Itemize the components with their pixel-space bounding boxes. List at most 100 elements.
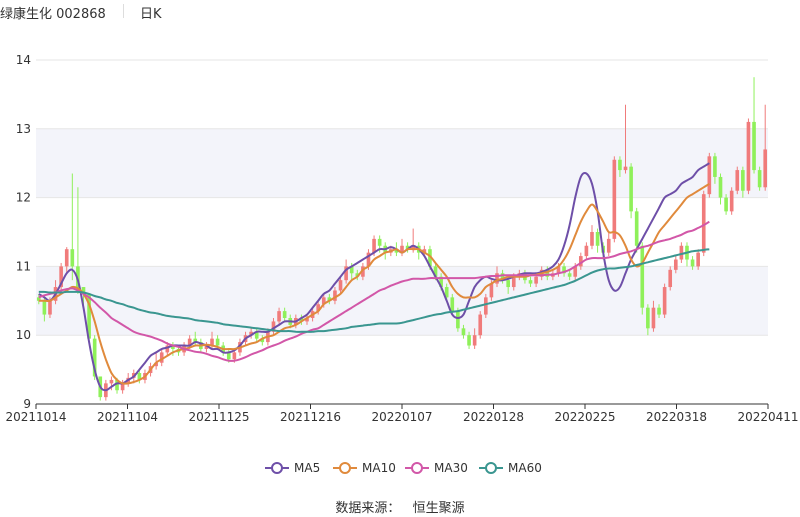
candle-body — [282, 311, 287, 318]
candle-body — [461, 328, 466, 336]
candle-body — [746, 121, 751, 191]
candle-body — [713, 156, 717, 177]
candle-body — [154, 362, 158, 367]
legend-label: MA5 — [294, 461, 321, 475]
candle-body — [277, 311, 281, 322]
candle-body — [355, 273, 360, 277]
candle-body — [327, 297, 332, 301]
candle-body — [651, 307, 656, 329]
x-tick-label: 20211104 — [97, 410, 158, 424]
y-tick-label: 11 — [16, 259, 31, 273]
candle-body — [254, 331, 259, 339]
stock-title: 绿康生化 002868 — [0, 7, 106, 22]
candle-body — [696, 252, 700, 267]
candle-body — [165, 345, 170, 353]
x-tick-label: 20220318 — [646, 410, 707, 424]
y-tick-label: 10 — [16, 328, 31, 342]
candle-body — [439, 276, 443, 288]
grid-band — [36, 266, 768, 336]
candle-body — [606, 238, 611, 253]
candle-body — [584, 245, 589, 257]
legend-marker-icon — [479, 462, 503, 474]
legend-marker-icon — [265, 462, 289, 474]
series-line-ma30 — [38, 220, 710, 362]
candle-body — [271, 321, 276, 332]
candle-body — [718, 176, 723, 198]
candle-body — [226, 352, 231, 360]
candle-body — [428, 249, 432, 267]
candle-body — [562, 266, 566, 274]
candle-body — [629, 166, 633, 212]
candle-body — [567, 273, 572, 277]
candle-body — [171, 345, 175, 349]
candle-body — [590, 232, 594, 246]
legend-marker-icon — [405, 462, 429, 474]
candle-body — [707, 156, 712, 195]
candle-body — [377, 238, 382, 246]
candle-body — [511, 276, 516, 288]
candle-body — [109, 379, 114, 384]
candle-body — [556, 266, 561, 274]
candle-body — [495, 273, 499, 284]
candle-body — [472, 335, 477, 346]
chart-legend: MA5 MA10 MA30 MA60 — [0, 458, 800, 478]
candle-body — [662, 287, 667, 315]
grid-band — [36, 128, 768, 198]
candle-body — [405, 245, 410, 250]
candle-body — [422, 249, 427, 253]
candle-body — [729, 190, 734, 212]
candle-body — [400, 245, 404, 253]
candle-body — [534, 276, 538, 284]
y-tick-label: 13 — [16, 122, 31, 136]
x-tick-label: 20220225 — [554, 410, 615, 424]
candle-body — [64, 249, 69, 267]
candle-body — [752, 121, 756, 171]
candle-body — [333, 290, 337, 301]
candle-body — [444, 287, 449, 298]
legend-label: MA30 — [434, 461, 468, 475]
candle-body — [70, 249, 75, 267]
y-tick-label: 9 — [23, 397, 31, 411]
candle-body — [249, 331, 253, 336]
candle-body — [741, 170, 745, 191]
source-label: 数据来源： — [335, 501, 401, 516]
candle-body — [42, 300, 47, 315]
candle-body — [204, 345, 209, 349]
candle-body — [210, 338, 214, 346]
candle-body — [87, 293, 91, 339]
candle-body — [137, 373, 142, 380]
legend-item-ma10[interactable]: MA10 — [333, 458, 396, 478]
x-tick-label: 20211014 — [5, 410, 66, 424]
chart-header: 绿康生化 002868 日K — [0, 0, 800, 22]
source-value: 恒生聚源 — [412, 501, 465, 516]
candle-body — [394, 249, 399, 253]
candle-body — [484, 297, 488, 315]
candle-body — [724, 197, 728, 212]
period-label[interactable]: 日K — [140, 7, 162, 22]
candle-body — [634, 211, 639, 246]
candle-body — [305, 318, 309, 322]
data-source: 数据来源： 恒生聚源 — [0, 497, 800, 516]
candle-body — [673, 259, 678, 270]
candle-body — [321, 297, 326, 305]
legend-item-ma60[interactable]: MA60 — [479, 458, 542, 478]
candle-body — [411, 245, 415, 250]
legend-item-ma5[interactable]: MA5 — [265, 458, 320, 478]
candle-body — [506, 280, 510, 288]
candle-body — [763, 149, 768, 188]
candle-body — [115, 379, 119, 391]
candle-body — [36, 297, 41, 301]
candle-body — [578, 256, 583, 267]
candle-body — [612, 159, 617, 239]
candle-body — [701, 194, 706, 253]
header-divider — [123, 4, 124, 18]
candle-body — [528, 280, 533, 284]
candle-body — [735, 170, 740, 191]
candle-body — [478, 314, 483, 336]
legend-item-ma30[interactable]: MA30 — [405, 458, 468, 478]
candle-body — [344, 266, 348, 281]
candle-body — [338, 280, 343, 291]
x-tick-label: 20220107 — [371, 410, 432, 424]
candle-body — [349, 266, 354, 274]
legend-marker-icon — [333, 462, 357, 474]
